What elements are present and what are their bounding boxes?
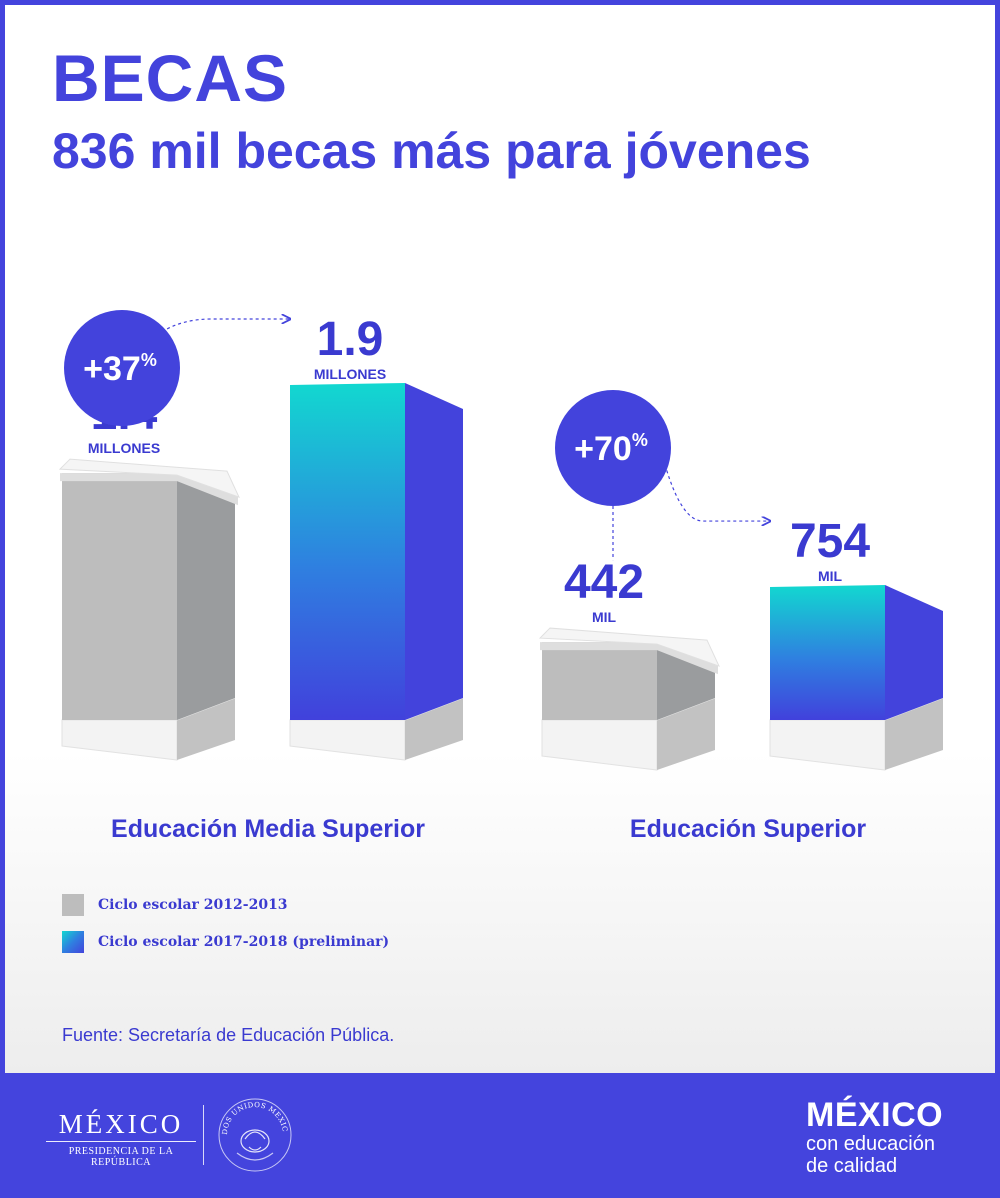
logo-name: MÉXICO	[58, 1109, 184, 1139]
pedestal-side-g0-s0	[177, 698, 235, 760]
bar-side-g0-s1	[405, 383, 463, 720]
pedestal-front-g0-s0	[61, 719, 178, 761]
group-label-media-superior: Educación Media Superior	[111, 815, 425, 843]
group-label-superior: Educación Superior	[629, 815, 867, 843]
connector-arrow-g0	[161, 319, 290, 333]
pedestal-side-g1-s1	[885, 698, 943, 770]
value-label-g1-s0: 442	[564, 556, 644, 609]
unit-label-g1-s0: MIL	[592, 609, 617, 625]
pedestal-front-g1-s1	[769, 719, 886, 771]
national-seal-icon: ESTADOS UNIDOS MEXICANOS	[215, 1095, 292, 1172]
legend-label-2012: Ciclo escolar 2012-2013	[98, 897, 288, 913]
bar-side-g0-s0	[177, 473, 235, 720]
slogan-line-2: de calidad	[806, 1155, 898, 1177]
page-title: BECAS	[52, 41, 289, 115]
value-label-g1-s1: 754	[790, 515, 870, 568]
legend-item-2012: Ciclo escolar 2012-2013	[62, 893, 288, 917]
value-label-g0-s1: 1.9	[317, 313, 384, 366]
growth-circle-g1	[555, 390, 671, 506]
seal-text: ESTADOS UNIDOS MEXICANOS	[215, 1095, 288, 1135]
bar-front-g1-s1	[770, 585, 885, 720]
growth-label-g1: +70%	[574, 430, 648, 468]
logo-rule	[46, 1141, 196, 1142]
growth-percent-g1: %	[632, 430, 648, 450]
footer-divider	[203, 1105, 204, 1165]
slogan-line-1: con educación	[806, 1133, 935, 1155]
growth-percent-g0: %	[141, 350, 157, 370]
logo-sub: PRESIDENCIA DE LA REPÚBLICA	[68, 1146, 174, 1168]
growth-value-g1: +70	[574, 430, 632, 468]
legend-swatch-gray	[62, 894, 84, 916]
unit-label-g1-s1: MIL	[818, 568, 843, 584]
slogan: MÉXICO con educación de calidad	[806, 1097, 943, 1177]
bar-cap-top-g0-s0	[58, 458, 240, 499]
presidencia-logo: MÉXICO PRESIDENCIA DE LA REPÚBLICA	[46, 1110, 196, 1168]
slogan-title: MÉXICO	[806, 1096, 944, 1134]
pedestal-side-g1-s0	[657, 698, 715, 770]
page-subtitle: 836 mil becas más para jóvenes	[52, 123, 811, 179]
growth-label-g0: +37%	[83, 350, 157, 388]
pedestal-side-g0-s1	[405, 698, 463, 760]
connector-arrow-g1	[652, 411, 770, 521]
svg-text:ESTADOS UNIDOS MEXICANOS: ESTADOS UNIDOS MEXICANOS	[215, 1095, 289, 1135]
pedestal-front-g1-s0	[541, 719, 658, 771]
bar-front-g0-s1	[290, 383, 405, 720]
growth-value-g0: +37	[83, 350, 141, 388]
legend-swatch-gradient	[62, 931, 84, 953]
bar-front-g1-s0	[542, 642, 657, 720]
bar-cap-top-g1-s0	[538, 627, 720, 667]
source-note: Fuente: Secretaría de Educación Pública.	[62, 1025, 395, 1045]
legend-item-2017: Ciclo escolar 2017-2018 (preliminar)	[62, 930, 389, 954]
legend-label-2017: Ciclo escolar 2017-2018 (preliminar)	[98, 934, 390, 950]
bar-front-g0-s0	[62, 473, 177, 720]
bar-side-g1-s1	[885, 585, 943, 720]
unit-label-g0-s0: MILLONES	[88, 440, 160, 456]
growth-circle-g0	[64, 310, 180, 426]
pedestal-front-g0-s1	[289, 719, 406, 761]
unit-label-g0-s1: MILLONES	[314, 366, 386, 382]
